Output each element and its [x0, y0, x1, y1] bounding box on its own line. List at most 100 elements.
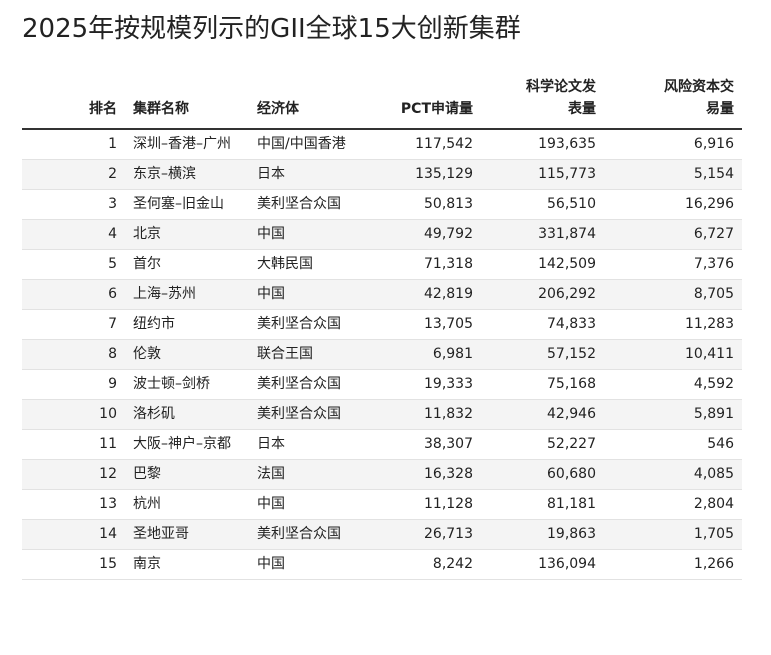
table-cell: 大韩民国 — [249, 249, 355, 280]
table-cell: 193,635 — [481, 129, 604, 160]
table-cell: 142,509 — [481, 249, 604, 280]
table-row: 11 大阪–神户–京都 日本 38,307 52,227 546 — [22, 429, 742, 460]
column-header: 风险资本交易量 — [604, 72, 742, 130]
table-cell: 11,283 — [604, 309, 742, 340]
table-cell: 49,792 — [355, 219, 481, 250]
table-cell: 东京–横滨 — [125, 159, 249, 190]
table-cell: 首尔 — [125, 249, 249, 280]
column-header: PCT申请量 — [355, 72, 481, 130]
table-cell: 2,804 — [604, 489, 742, 520]
table-cell: 10 — [22, 399, 125, 430]
column-header: 集群名称 — [125, 72, 249, 130]
table-cell: 42,819 — [355, 279, 481, 310]
table-cell: 中国 — [249, 219, 355, 250]
table-cell: 206,292 — [481, 279, 604, 310]
table-cell: 大阪–神户–京都 — [125, 429, 249, 460]
table-cell: 5,891 — [604, 399, 742, 430]
table-cell: 中国 — [249, 489, 355, 520]
table-cell: 杭州 — [125, 489, 249, 520]
table-cell: 15 — [22, 549, 125, 580]
table-row: 15 南京 中国 8,242 136,094 1,266 — [22, 549, 742, 580]
table-cell: 13 — [22, 489, 125, 520]
table-cell: 中国 — [249, 549, 355, 580]
table-cell: 74,833 — [481, 309, 604, 340]
column-header: 排名 — [22, 72, 125, 130]
table-row: 14 圣地亚哥 美利坚合众国 26,713 19,863 1,705 — [22, 519, 742, 550]
table-cell: 331,874 — [481, 219, 604, 250]
table-cell: 57,152 — [481, 339, 604, 370]
table-cell: 14 — [22, 519, 125, 550]
table-row: 4 北京 中国 49,792 331,874 6,727 — [22, 219, 742, 250]
table-cell: 1,266 — [604, 549, 742, 580]
table-cell: 1,705 — [604, 519, 742, 550]
table-cell: 71,318 — [355, 249, 481, 280]
table-cell: 6 — [22, 279, 125, 310]
table-cell: 81,181 — [481, 489, 604, 520]
table-cell: 136,094 — [481, 549, 604, 580]
table-cell: 8,242 — [355, 549, 481, 580]
table-cell: 6,916 — [604, 129, 742, 160]
table-cell: 美利坚合众国 — [249, 369, 355, 400]
table-cell: 117,542 — [355, 129, 481, 160]
table-cell: 7 — [22, 309, 125, 340]
header-text: 科学论文发表量 — [526, 79, 596, 117]
table-cell: 8,705 — [604, 279, 742, 310]
table-cell: 42,946 — [481, 399, 604, 430]
table-cell: 中国 — [249, 279, 355, 310]
table-cell: 上海–苏州 — [125, 279, 249, 310]
table-cell: 伦敦 — [125, 339, 249, 370]
table-cell: 11 — [22, 429, 125, 460]
header-row: 排名 集群名称 经济体 PCT申请量 科学论文发表量 风险资本交易量 — [22, 72, 742, 130]
table-cell: 75,168 — [481, 369, 604, 400]
table-row: 2 东京–横滨 日本 135,129 115,773 5,154 — [22, 159, 742, 190]
table-cell: 美利坚合众国 — [249, 519, 355, 550]
table-row: 8 伦敦 联合王国 6,981 57,152 10,411 — [22, 339, 742, 370]
table-cell: 美利坚合众国 — [249, 189, 355, 220]
table-cell: 巴黎 — [125, 459, 249, 490]
table-cell: 135,129 — [355, 159, 481, 190]
column-header: 经济体 — [249, 72, 355, 130]
column-header: 科学论文发表量 — [481, 72, 604, 130]
table-cell: 南京 — [125, 549, 249, 580]
table-cell: 日本 — [249, 429, 355, 460]
table-cell: 4 — [22, 219, 125, 250]
table-cell: 16,296 — [604, 189, 742, 220]
table-cell: 深圳–香港–广州 — [125, 129, 249, 160]
table-cell: 13,705 — [355, 309, 481, 340]
table-cell: 美利坚合众国 — [249, 399, 355, 430]
table-body: 1 深圳–香港–广州 中国/中国香港 117,542 193,635 6,916 2 东京–横… — [22, 129, 742, 580]
table-cell: 日本 — [249, 159, 355, 190]
table-cell: 50,813 — [355, 189, 481, 220]
table-cell: 3 — [22, 189, 125, 220]
table-cell: 波士顿–剑桥 — [125, 369, 249, 400]
table-cell: 圣何塞–旧金山 — [125, 189, 249, 220]
header-text: 风险资本交易量 — [664, 79, 734, 117]
table-cell: 26,713 — [355, 519, 481, 550]
table-row: 10 洛杉矶 美利坚合众国 11,832 42,946 5,891 — [22, 399, 742, 430]
table-cell: 19,333 — [355, 369, 481, 400]
table-cell: 圣地亚哥 — [125, 519, 249, 550]
table-cell: 19,863 — [481, 519, 604, 550]
table-cell: 12 — [22, 459, 125, 490]
table-cell: 56,510 — [481, 189, 604, 220]
table-cell: 8 — [22, 339, 125, 370]
table-cell: 52,227 — [481, 429, 604, 460]
table-row: 5 首尔 大韩民国 71,318 142,509 7,376 — [22, 249, 742, 280]
table-cell: 7,376 — [604, 249, 742, 280]
table-cell: 纽约市 — [125, 309, 249, 340]
table-cell: 115,773 — [481, 159, 604, 190]
table-cell: 9 — [22, 369, 125, 400]
table-row: 1 深圳–香港–广州 中国/中国香港 117,542 193,635 6,916 — [22, 129, 742, 160]
table-cell: 11,128 — [355, 489, 481, 520]
table-row: 7 纽约市 美利坚合众国 13,705 74,833 11,283 — [22, 309, 742, 340]
table-row: 9 波士顿–剑桥 美利坚合众国 19,333 75,168 4,592 — [22, 369, 742, 400]
table-cell: 60,680 — [481, 459, 604, 490]
table-cell: 法国 — [249, 459, 355, 490]
table-cell: 10,411 — [604, 339, 742, 370]
table-cell: 6,981 — [355, 339, 481, 370]
table-row: 6 上海–苏州 中国 42,819 206,292 8,705 — [22, 279, 742, 310]
table: 排名 集群名称 经济体 PCT申请量 科学论文发表量 风险资本交易量 1 深圳–香港–广州中… — [22, 72, 742, 580]
table-cell: 美利坚合众国 — [249, 309, 355, 340]
table-cell: 北京 — [125, 219, 249, 250]
